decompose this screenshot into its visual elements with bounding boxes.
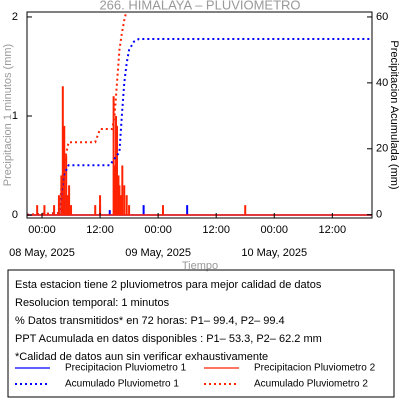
bar — [57, 195, 60, 216]
bar — [119, 195, 122, 216]
plot-frame — [26, 11, 373, 219]
legend-box — [7, 269, 395, 398]
bar — [65, 155, 68, 216]
x-tick-label: 00:00 — [28, 224, 56, 236]
date-label: 10 May, 2025 — [241, 247, 307, 259]
x-tick-label: 00:00 — [260, 224, 288, 236]
bar — [68, 185, 71, 216]
bar — [36, 205, 39, 216]
y2-tick-label: 20 — [376, 143, 388, 155]
y2-tick-label: 40 — [376, 77, 388, 89]
bar — [186, 205, 189, 216]
note: *Calidad de datos aun sin verificar exha… — [15, 351, 268, 363]
bar — [60, 175, 63, 216]
bar — [61, 86, 64, 216]
x-tick-label: 00:00 — [144, 224, 172, 236]
note: PPT Acumulada en datos disponibles : P1–… — [15, 333, 322, 345]
x-tick-label: 12:00 — [202, 224, 230, 236]
bar — [70, 205, 73, 216]
bar — [118, 185, 121, 216]
bar — [121, 165, 124, 216]
cumulative-line — [27, 12, 128, 216]
note: Esta estacion tiene 2 pluviometros para … — [15, 279, 322, 291]
bar — [113, 165, 116, 216]
y2-tick-label: 0 — [376, 209, 382, 221]
bar — [161, 205, 164, 216]
bar — [63, 125, 66, 216]
bar — [116, 125, 118, 216]
legend-label: Acumulado Pluviometro 2 — [254, 379, 368, 390]
note: % Datos transmitidos* en 72 horas: P1– 9… — [15, 315, 285, 327]
bar — [128, 205, 131, 216]
bar — [99, 195, 102, 216]
bar — [125, 195, 128, 216]
bar — [123, 185, 126, 216]
date-label: 08 May, 2025 — [9, 247, 75, 259]
chart-title: 266. HIMALAYA – PLUVIOMETRO — [99, 0, 300, 12]
x-tick-label: 12:00 — [86, 224, 114, 236]
cumulative-line — [27, 38, 372, 216]
bar — [53, 205, 56, 216]
date-label: 09 May, 2025 — [125, 247, 191, 259]
note: Resolucion temporal: 1 minutos — [15, 297, 170, 309]
legend-label: Precipitacion Pluviometro 2 — [254, 363, 376, 374]
legend-label: Acumulado Pluviometro 1 — [65, 379, 179, 390]
legend-label: Precipitacion Pluviometro 1 — [65, 363, 187, 374]
bar — [244, 205, 247, 216]
y2-tick-label: 60 — [376, 11, 388, 23]
y-tick-label: 0 — [12, 209, 18, 221]
bar — [94, 205, 97, 216]
y-tick-label: 2 — [12, 11, 18, 23]
bar — [142, 205, 145, 216]
bar — [43, 205, 46, 216]
x-axis-label: Tiempo — [182, 260, 218, 272]
bar — [112, 96, 115, 216]
bar — [108, 210, 111, 216]
x-tick-label: 12:00 — [319, 224, 347, 236]
y-axis-label: Precipitacion 1 minutos (mm) — [2, 44, 14, 186]
plot-area — [27, 12, 372, 216]
y-tick-label: 1 — [12, 110, 18, 122]
y2-axis-label: Precipitacion Acumulada (mm) — [388, 40, 400, 189]
bar — [66, 195, 69, 216]
